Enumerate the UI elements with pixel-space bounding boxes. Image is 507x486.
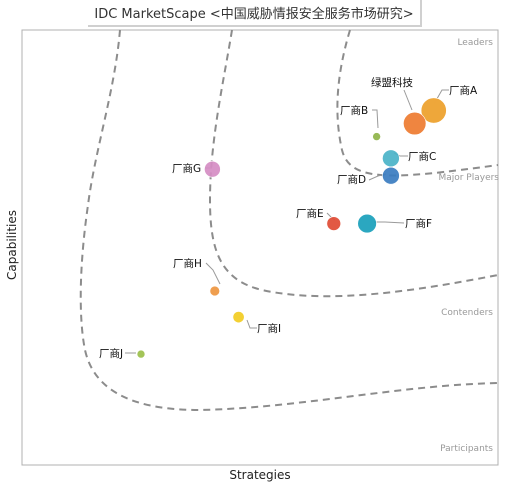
point-厂商C — [382, 149, 400, 168]
point-label-绿盟科技: 绿盟科技 — [371, 76, 413, 89]
point-厂商J — [136, 349, 146, 359]
zone-boundaries — [79, 29, 499, 412]
leaders-boundary — [336, 29, 499, 177]
leader-line-厂商H — [205, 262, 221, 285]
point-label-厂商D: 厂商D — [337, 173, 366, 186]
leader-line-厂商F — [374, 221, 405, 224]
major-players-boundary — [208, 29, 499, 298]
point-厂商G — [204, 160, 221, 178]
point-label-厂商I: 厂商I — [257, 322, 281, 335]
data-points — [136, 97, 447, 359]
point-label-厂商J: 厂商J — [99, 347, 123, 360]
zone-label-leaders: Leaders — [457, 38, 493, 48]
plot-area — [21, 29, 499, 466]
zone-label-major-players: Major Players — [438, 173, 499, 183]
y-axis-label: Capabilities — [5, 210, 19, 280]
zone-label-participants: Participants — [440, 444, 493, 454]
zone-labels: Leaders Major Players Contenders Participan… — [438, 38, 499, 454]
point-label-厂商A: 厂商A — [449, 84, 478, 97]
leader-line-绿盟科技 — [403, 89, 413, 111]
point-厂商I — [232, 311, 245, 324]
point-厂商F — [357, 213, 377, 234]
point-厂商A — [420, 97, 447, 124]
point-label-厂商B: 厂商B — [340, 104, 368, 117]
zone-label-contenders: Contenders — [441, 308, 493, 318]
point-label-厂商C: 厂商C — [408, 150, 436, 163]
leader-line-厂商B — [372, 109, 379, 129]
point-label-厂商F: 厂商F — [405, 217, 432, 230]
point-厂商B — [372, 132, 381, 141]
point-label-厂商E: 厂商E — [296, 207, 324, 220]
point-厂商D — [382, 166, 400, 185]
point-厂商E — [326, 216, 342, 231]
x-axis-label: Strategies — [229, 468, 290, 482]
chart-title: IDC MarketScape <中国威胁情报安全服务市场研究> — [88, 0, 422, 27]
point-unlabeled-3 — [403, 111, 427, 136]
point-label-厂商H: 厂商H — [173, 257, 202, 270]
point-label-厂商G: 厂商G — [172, 162, 201, 175]
point-厂商H — [209, 285, 220, 297]
leader-line-厂商I — [246, 319, 257, 329]
